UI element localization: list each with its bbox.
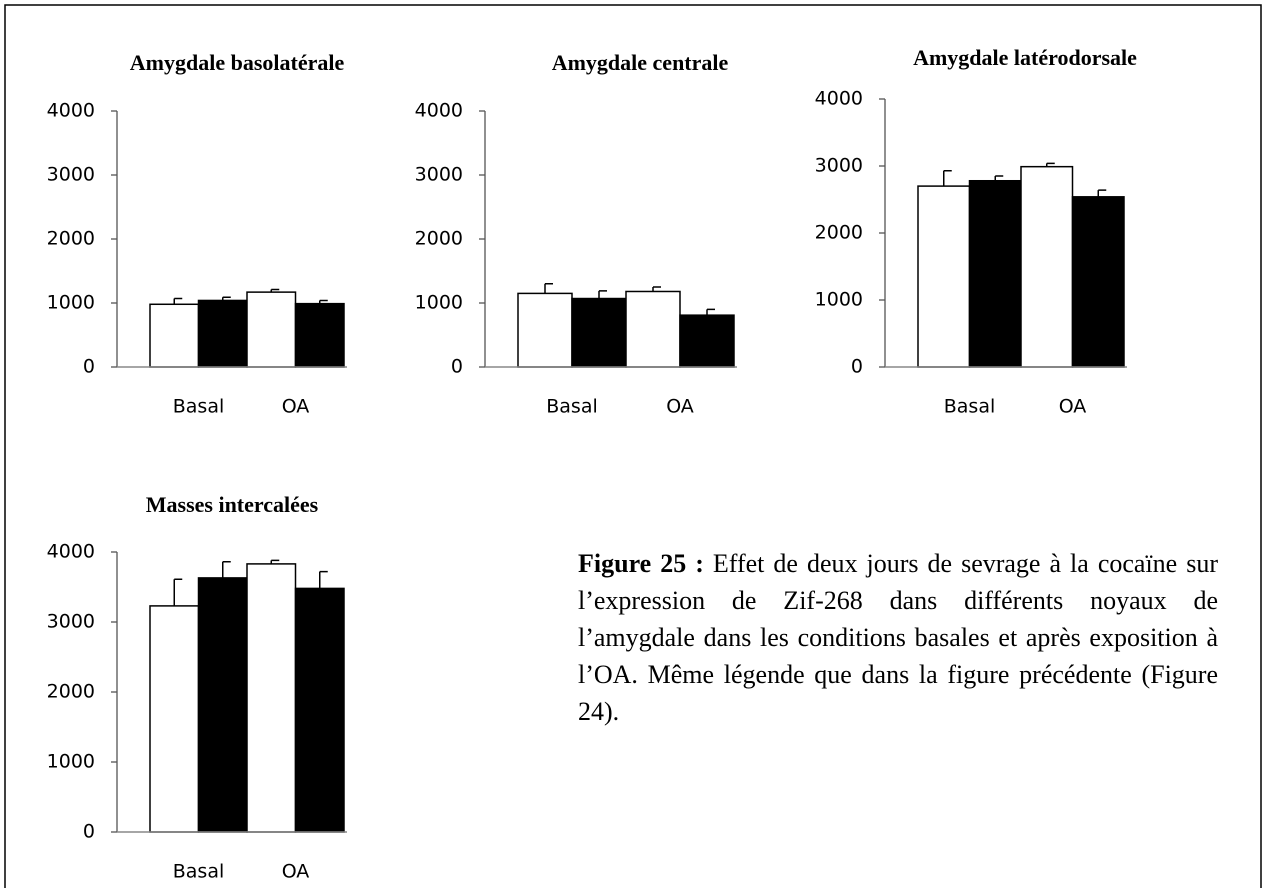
- y-tick-label: 2000: [415, 228, 463, 250]
- error-bar: [222, 561, 231, 578]
- bar: [917, 185, 971, 368]
- error-bar: [173, 578, 183, 606]
- bar: [149, 605, 200, 833]
- x-tick-label: Basal: [173, 396, 225, 418]
- chart-title: Amygdale centrale: [552, 50, 729, 75]
- bar: [968, 179, 1022, 368]
- y-tick-label: 2000: [815, 222, 863, 244]
- x-tick-label: OA: [282, 396, 310, 418]
- caption-label: Figure 25 :: [578, 549, 704, 578]
- caption-text: Effet de deux jours de sevrage à la coca…: [578, 549, 1218, 726]
- bar: [149, 303, 200, 368]
- x-tick-label: Basal: [546, 396, 598, 418]
- y-tick-label: 4000: [47, 541, 95, 563]
- caption: Figure 25 : Effet de deux jours de sevra…: [578, 545, 1218, 730]
- error-bar: [652, 286, 661, 292]
- bar: [246, 291, 297, 368]
- y-tick-label: 2000: [47, 228, 95, 250]
- bar: [679, 314, 735, 368]
- bar: [517, 292, 573, 368]
- frame: [4, 4, 1262, 888]
- error-bar: [173, 297, 183, 305]
- y-tick-label: 3000: [47, 611, 95, 633]
- x-tick-label: Basal: [173, 861, 225, 883]
- bar: [571, 297, 627, 368]
- bar: [197, 577, 248, 833]
- error-bar: [994, 175, 1004, 181]
- y-tick-label: 3000: [47, 164, 95, 186]
- bar: [197, 299, 248, 368]
- y-tick-label: 3000: [815, 155, 863, 177]
- y-tick-label: 0: [83, 356, 95, 378]
- y-tick-label: 2000: [47, 681, 95, 703]
- y-tick-label: 4000: [815, 88, 863, 110]
- chart-title: Masses intercalées: [146, 492, 319, 517]
- error-bar: [270, 559, 280, 564]
- chart-title: Amygdale basolatérale: [130, 50, 345, 75]
- bar: [246, 563, 297, 833]
- error-bar: [222, 296, 231, 301]
- error-bar: [270, 288, 280, 293]
- x-tick-label: Basal: [944, 396, 996, 418]
- error-bar: [319, 299, 328, 304]
- bar: [294, 587, 345, 833]
- error-bar: [943, 169, 952, 187]
- bar: [625, 290, 681, 368]
- y-tick-label: 0: [851, 356, 863, 378]
- error-bar: [598, 290, 607, 299]
- x-tick-label: OA: [1059, 396, 1087, 418]
- error-bar: [1046, 162, 1055, 167]
- y-tick-label: 1000: [47, 292, 95, 314]
- y-tick-label: 0: [83, 821, 95, 843]
- y-tick-label: 1000: [47, 751, 95, 773]
- y-tick-label: 4000: [47, 100, 95, 122]
- error-bar: [544, 283, 553, 294]
- error-bar: [706, 308, 715, 316]
- bar: [1071, 196, 1125, 368]
- chart-title: Amygdale latérodorsale: [913, 45, 1137, 70]
- y-tick-label: 0: [451, 356, 463, 378]
- y-tick-label: 3000: [415, 164, 463, 186]
- error-bar: [1097, 189, 1107, 197]
- error-bar: [319, 570, 328, 589]
- x-tick-label: OA: [282, 861, 310, 883]
- y-tick-label: 1000: [815, 289, 863, 311]
- x-tick-label: OA: [666, 396, 694, 418]
- bar: [294, 302, 345, 368]
- bar: [1020, 165, 1074, 368]
- y-tick-label: 4000: [415, 100, 463, 122]
- y-tick-label: 1000: [415, 292, 463, 314]
